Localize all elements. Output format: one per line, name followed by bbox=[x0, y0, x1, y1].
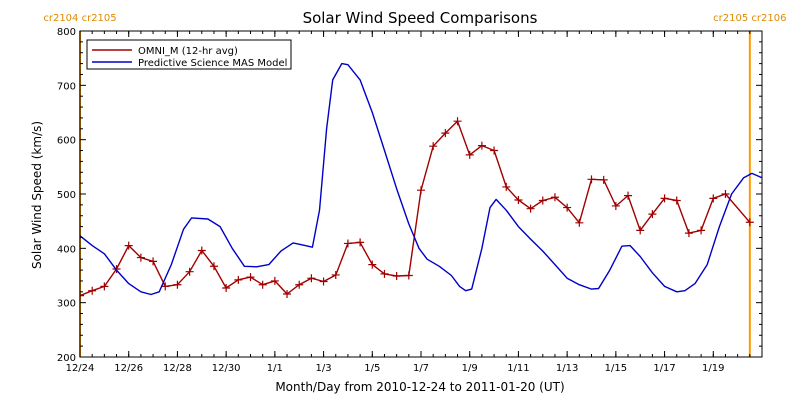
data-point-0-7 bbox=[161, 282, 170, 291]
data-point-0-42 bbox=[587, 175, 596, 184]
data-point-0-29 bbox=[429, 142, 438, 151]
data-point-0-49 bbox=[672, 196, 681, 205]
data-point-0-23 bbox=[356, 238, 365, 247]
data-point-0-34 bbox=[490, 146, 499, 155]
data-point-0-35 bbox=[502, 182, 511, 191]
series-line-1 bbox=[80, 62, 762, 296]
x-tick-label-0: 12/24 bbox=[66, 363, 95, 374]
data-point-0-52 bbox=[709, 194, 718, 203]
data-point-0-28 bbox=[417, 186, 425, 195]
data-point-0-10 bbox=[197, 246, 206, 255]
data-point-0-4 bbox=[124, 241, 133, 250]
x-axis: 12/24 12/26 12/28 12/30 1/1 1/3 1/5 1/7 1/9 1/11 1… bbox=[66, 31, 763, 374]
x-tick-label-1: 12/26 bbox=[114, 363, 143, 374]
x-axis-label: Month/Day from 2010-12-24 to 2011-01-20 … bbox=[275, 380, 564, 394]
data-point-0-22 bbox=[343, 239, 352, 248]
y-axis: 200 300 400 500 600 700 800 bbox=[57, 27, 762, 364]
data-point-0-11 bbox=[209, 262, 218, 271]
data-point-0-26 bbox=[392, 272, 401, 281]
data-point-0-20 bbox=[319, 277, 328, 286]
data-point-0-0 bbox=[80, 291, 84, 300]
x-tick-label-9: 1/11 bbox=[507, 363, 529, 374]
data-point-0-32 bbox=[465, 150, 474, 159]
chart-title: Solar Wind Speed Comparisons bbox=[303, 9, 538, 27]
data-point-0-40 bbox=[563, 203, 572, 212]
data-point-0-9 bbox=[185, 267, 194, 276]
data-point-0-19 bbox=[307, 274, 316, 283]
data-point-0-54 bbox=[745, 218, 754, 227]
y-tick-label-3: 500 bbox=[57, 190, 76, 201]
x-tick-label-13: 1/19 bbox=[702, 363, 724, 374]
carrington-marker-label-1: cr2105 cr2106 bbox=[713, 13, 786, 24]
legend: OMNI_M (12-hr avg)Predictive Science MAS… bbox=[86, 39, 292, 70]
data-point-0-53 bbox=[721, 190, 730, 198]
data-point-0-8 bbox=[173, 280, 182, 289]
series-layer bbox=[80, 62, 762, 300]
data-point-0-6 bbox=[149, 257, 158, 266]
data-point-0-50 bbox=[684, 229, 693, 238]
y-tick-label-4: 600 bbox=[57, 136, 76, 147]
data-point-0-18 bbox=[295, 280, 304, 289]
series-1 bbox=[80, 62, 762, 296]
data-point-0-16 bbox=[270, 276, 279, 285]
data-point-0-46 bbox=[636, 226, 645, 235]
data-point-0-47 bbox=[648, 210, 657, 219]
data-point-0-27 bbox=[404, 271, 413, 280]
y-axis-label: Solar Wind Speed (km/s) bbox=[30, 121, 44, 269]
data-point-0-2 bbox=[100, 282, 109, 291]
data-point-0-15 bbox=[258, 280, 267, 289]
data-point-0-48 bbox=[660, 194, 669, 203]
data-point-0-21 bbox=[331, 270, 340, 279]
data-point-0-36 bbox=[514, 195, 523, 204]
y-tick-label-1: 300 bbox=[57, 299, 76, 310]
data-point-0-51 bbox=[697, 226, 706, 235]
y-tick-label-6: 800 bbox=[57, 27, 76, 38]
legend-label-1: Predictive Science MAS Model bbox=[138, 58, 287, 69]
carrington-marker-label-0: cr2104 cr2105 bbox=[43, 13, 116, 24]
data-point-0-44 bbox=[611, 201, 620, 210]
x-tick-label-3: 12/30 bbox=[212, 363, 241, 374]
x-tick-label-7: 1/7 bbox=[413, 363, 429, 374]
x-tick-label-10: 1/13 bbox=[556, 363, 578, 374]
data-point-0-5 bbox=[136, 253, 145, 262]
x-tick-label-11: 1/15 bbox=[605, 363, 627, 374]
data-point-0-43 bbox=[599, 175, 608, 184]
data-point-0-33 bbox=[477, 141, 486, 150]
y-tick-label-2: 400 bbox=[57, 244, 76, 255]
data-point-0-17 bbox=[283, 289, 292, 298]
y-tick-label-0: 200 bbox=[57, 353, 76, 364]
data-point-0-45 bbox=[624, 191, 633, 200]
data-point-0-37 bbox=[526, 204, 535, 213]
data-point-0-24 bbox=[368, 260, 377, 269]
data-point-0-25 bbox=[380, 269, 389, 278]
x-tick-label-4: 1/1 bbox=[267, 363, 283, 374]
data-point-0-38 bbox=[538, 196, 547, 205]
data-point-0-31 bbox=[453, 117, 462, 126]
x-tick-label-2: 12/28 bbox=[163, 363, 192, 374]
data-point-0-12 bbox=[222, 283, 231, 292]
data-point-0-14 bbox=[246, 273, 255, 282]
x-tick-label-12: 1/17 bbox=[653, 363, 675, 374]
legend-label-0: OMNI_M (12-hr avg) bbox=[138, 46, 238, 57]
x-tick-label-8: 1/9 bbox=[462, 363, 478, 374]
data-point-0-30 bbox=[441, 129, 450, 138]
data-point-0-1 bbox=[88, 286, 97, 295]
x-tick-label-6: 1/5 bbox=[364, 363, 380, 374]
series-0 bbox=[80, 117, 754, 300]
data-point-0-39 bbox=[550, 193, 559, 202]
legend-box bbox=[86, 39, 292, 70]
data-point-0-41 bbox=[575, 218, 584, 227]
y-tick-label-5: 700 bbox=[57, 81, 76, 92]
x-tick-label-5: 1/3 bbox=[316, 363, 332, 374]
data-point-0-13 bbox=[234, 275, 243, 284]
